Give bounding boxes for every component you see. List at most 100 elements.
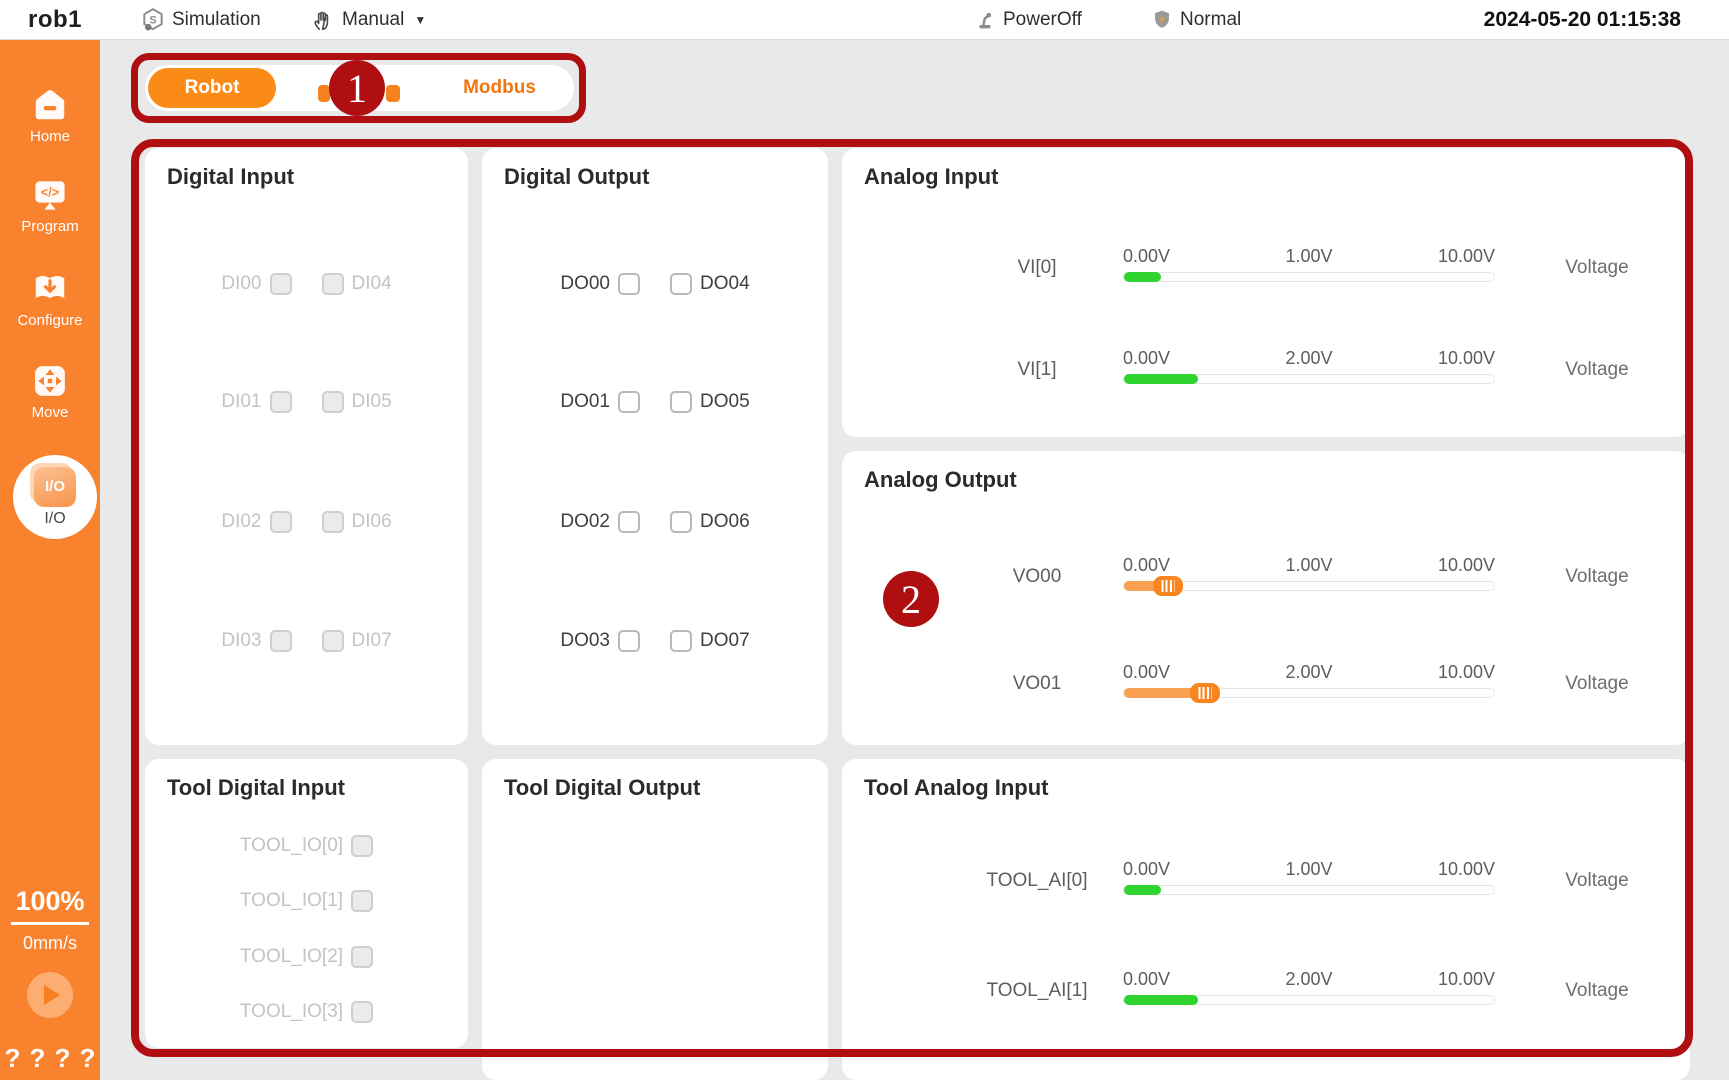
sidebar-item-program[interactable]: </> Program bbox=[0, 176, 100, 236]
help-mark[interactable]: ? bbox=[4, 1043, 21, 1073]
current-value: 1.00V bbox=[1285, 555, 1333, 575]
svg-text:S: S bbox=[149, 14, 156, 26]
unit-label: Voltage bbox=[1565, 673, 1629, 694]
robot-arm-icon bbox=[979, 12, 992, 29]
do-row: DO01 DO05 bbox=[482, 389, 828, 415]
do-label: DO02 bbox=[560, 511, 610, 532]
io-icon: I/O bbox=[34, 466, 76, 507]
progress-fill bbox=[1124, 374, 1198, 384]
do06-checkbox[interactable] bbox=[670, 511, 692, 533]
tool-io-label: TOOL_IO[1] bbox=[239, 890, 344, 911]
play-button[interactable] bbox=[27, 972, 73, 1018]
help-marks: ? ? ? ? bbox=[0, 1043, 100, 1074]
analog-output-row: VO01 0.00V 2.00V 10.00V Voltage bbox=[842, 662, 1690, 708]
sidebar: Home </> Program Configure bbox=[0, 40, 100, 1080]
unit-label: Voltage bbox=[1565, 359, 1629, 380]
slider-handle[interactable] bbox=[1153, 576, 1183, 596]
panel-title: Digital Input bbox=[167, 164, 295, 189]
current-value: 2.00V bbox=[1285, 348, 1333, 368]
sidebar-item-home[interactable]: Home bbox=[0, 86, 100, 146]
chevron-down-icon[interactable]: ▼ bbox=[414, 13, 427, 27]
slider-fill bbox=[1124, 581, 1161, 591]
power-status[interactable]: PowerOff bbox=[973, 0, 1082, 40]
do07-checkbox[interactable] bbox=[670, 630, 692, 652]
current-value: 2.00V bbox=[1285, 969, 1333, 989]
slider-track[interactable] bbox=[1123, 576, 1495, 596]
max-value: 10.00V bbox=[1437, 348, 1495, 368]
unit-label: Voltage bbox=[1565, 566, 1629, 587]
panel-title: Tool Analog Input bbox=[864, 775, 1049, 800]
help-mark[interactable]: ? bbox=[29, 1043, 46, 1073]
obscured-tab-label-fragment bbox=[318, 85, 330, 102]
help-mark[interactable]: ? bbox=[79, 1043, 96, 1073]
do01-checkbox[interactable] bbox=[618, 391, 640, 413]
di-label: DI07 bbox=[351, 630, 392, 651]
min-value: 0.00V bbox=[1123, 859, 1171, 879]
di02-checkbox bbox=[269, 511, 292, 533]
obscured-tab-label-fragment bbox=[386, 85, 400, 102]
di-label: DI04 bbox=[351, 273, 392, 294]
di-label: DI01 bbox=[221, 391, 262, 412]
channel-name: TOOL_AI[0] bbox=[986, 870, 1088, 891]
current-value: 2.00V bbox=[1285, 662, 1333, 682]
channel-name: VI[1] bbox=[1017, 359, 1057, 380]
mode-label: Manual bbox=[342, 9, 405, 30]
panel-title: Digital Output bbox=[504, 164, 650, 189]
do-label: DO00 bbox=[560, 273, 610, 294]
tool-di-row: TOOL_IO[0] bbox=[145, 833, 468, 859]
sidebar-item-move[interactable]: Move bbox=[0, 362, 100, 422]
di-label: DI03 bbox=[221, 630, 262, 651]
simulation-icon: S bbox=[143, 8, 163, 31]
sidebar-item-configure[interactable]: Configure bbox=[0, 270, 100, 330]
safety-status[interactable]: Normal bbox=[1150, 0, 1241, 40]
do00-checkbox[interactable] bbox=[618, 273, 640, 295]
di07-checkbox bbox=[321, 630, 344, 652]
min-value: 0.00V bbox=[1123, 555, 1171, 575]
move-icon bbox=[35, 366, 65, 396]
unit-label: Voltage bbox=[1565, 980, 1629, 1001]
channel-name: VO01 bbox=[1012, 673, 1062, 694]
tool-analog-input-panel: Tool Analog Input TOOL_AI[0] 0.00V 1.00V… bbox=[842, 759, 1690, 1080]
min-value: 0.00V bbox=[1123, 246, 1171, 266]
do03-checkbox[interactable] bbox=[618, 630, 640, 652]
do04-checkbox[interactable] bbox=[670, 273, 692, 295]
do02-checkbox[interactable] bbox=[618, 511, 640, 533]
safety-label: Normal bbox=[1180, 9, 1242, 30]
mode-selector[interactable]: Manual ▼ bbox=[310, 0, 426, 40]
unit-label: Voltage bbox=[1565, 870, 1629, 891]
di03-checkbox bbox=[269, 630, 292, 652]
max-value: 10.00V bbox=[1437, 662, 1495, 682]
slider-track[interactable] bbox=[1123, 683, 1495, 703]
panel-title: Tool Digital Input bbox=[167, 775, 345, 800]
digital-input-panel: Digital Input DI00 DI04 DI01 DI05 DI02 D… bbox=[145, 148, 468, 745]
do05-checkbox[interactable] bbox=[670, 391, 692, 413]
slider-handle[interactable] bbox=[1190, 683, 1220, 703]
hand-manual-icon bbox=[314, 11, 329, 31]
help-mark[interactable]: ? bbox=[54, 1043, 71, 1073]
tool-di-row: TOOL_IO[2] bbox=[145, 944, 468, 970]
robot-name: rob1 bbox=[28, 6, 83, 33]
tab-modbus[interactable]: Modbus bbox=[463, 77, 536, 98]
min-value: 0.00V bbox=[1123, 348, 1171, 368]
sidebar-item-io-active[interactable]: I/O I/O bbox=[13, 455, 97, 539]
di-row: DI02 DI06 bbox=[145, 509, 468, 535]
speed-percent[interactable]: 100% bbox=[0, 886, 100, 925]
analog-input-row: VI[0] 0.00V 1.00V 10.00V Voltage bbox=[842, 246, 1690, 292]
di01-checkbox bbox=[269, 391, 292, 413]
do-label: DO03 bbox=[560, 630, 610, 651]
top-bar: rob1 S Simulation Manual ▼ PowerOff bbox=[0, 0, 1729, 40]
tab-robot[interactable]: Robot bbox=[148, 68, 276, 108]
home-icon bbox=[35, 90, 65, 120]
analog-output-row: VO00 0.00V 1.00V 10.00V Voltage bbox=[842, 555, 1690, 601]
simulation-label: Simulation bbox=[172, 9, 261, 30]
min-value: 0.00V bbox=[1123, 662, 1171, 682]
di04-checkbox bbox=[321, 273, 344, 295]
tool-io1-checkbox bbox=[351, 890, 374, 912]
do-label: DO07 bbox=[700, 630, 750, 651]
panel-title: Analog Input bbox=[864, 164, 999, 189]
analog-input-row: VI[1] 0.00V 2.00V 10.00V Voltage bbox=[842, 348, 1690, 394]
current-value: 1.00V bbox=[1285, 246, 1333, 266]
channel-name: TOOL_AI[1] bbox=[986, 980, 1088, 1001]
tool-analog-input-row: TOOL_AI[0] 0.00V 1.00V 10.00V Voltage bbox=[842, 859, 1690, 905]
